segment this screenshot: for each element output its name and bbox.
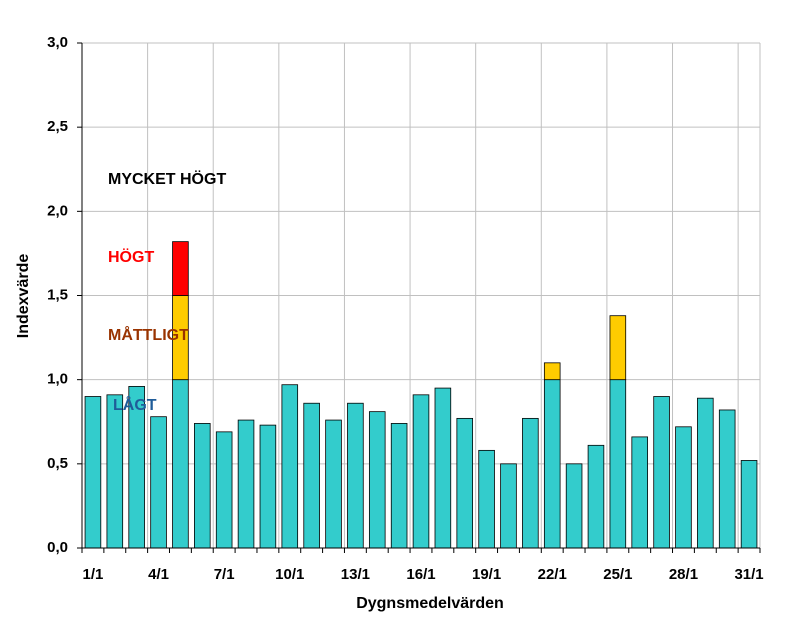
x-axis-label: Dygnsmedelvärden [356, 595, 504, 612]
y-tick-label: 0,0 [47, 539, 68, 556]
bar-segment [478, 449, 495, 549]
bar-segment [675, 426, 692, 549]
y-tick-label: 1,0 [47, 371, 68, 388]
bar-segment [215, 431, 233, 549]
annotation: HÖGT [108, 247, 154, 266]
bar-segment [194, 423, 211, 549]
bar-segment [456, 417, 474, 549]
bar-segment [237, 419, 255, 549]
x-tick-label: 16/1 [406, 566, 435, 583]
x-tick-label: 10/1 [275, 566, 304, 583]
bar-segment [522, 417, 539, 549]
bar-segment [543, 379, 561, 549]
bar-segment [609, 315, 627, 381]
bar-segment [718, 409, 736, 549]
bar-segment [740, 460, 758, 549]
bar-segment [587, 444, 605, 549]
y-tick-label: 2,0 [47, 202, 68, 219]
x-tick-label: 28/1 [669, 566, 698, 583]
annotation: LÅGT [113, 395, 157, 414]
bar-segment [172, 379, 189, 549]
bar-segment [653, 396, 670, 549]
bar-segment [347, 402, 364, 549]
x-tick-label: 25/1 [603, 566, 632, 583]
bar-segment [106, 394, 124, 549]
bar-segment [565, 463, 583, 549]
x-tick-label: 4/1 [148, 566, 169, 583]
bar-segment [259, 424, 277, 549]
y-tick-label: 3,0 [47, 34, 68, 51]
x-tick-label: 7/1 [214, 566, 235, 583]
bar-segment [84, 396, 102, 549]
bar-segment [150, 416, 167, 549]
bar-segment [172, 241, 189, 296]
bar-segment [500, 463, 517, 549]
y-tick-label: 2,5 [47, 118, 68, 135]
annotation: MÅTTLIGT [108, 325, 189, 344]
bar-segment [390, 423, 408, 549]
bar-segment [697, 397, 714, 549]
bar-segment [434, 387, 452, 549]
bar-segment [609, 379, 627, 549]
x-tick-label: 22/1 [538, 566, 567, 583]
bar-segment [325, 419, 342, 549]
x-tick-label: 13/1 [341, 566, 370, 583]
y-tick-label: 1,5 [47, 286, 68, 303]
bar-segment [303, 402, 320, 549]
x-tick-label: 1/1 [83, 566, 104, 583]
y-axis-label: Indexvärde [15, 254, 32, 339]
bar-segment [543, 362, 561, 381]
bar-segment [631, 436, 648, 549]
x-tick-label: 31/1 [734, 566, 763, 583]
bar-segment [368, 411, 386, 549]
bar-segment [412, 394, 430, 549]
x-tick-label: 19/1 [472, 566, 501, 583]
y-tick-label: 0,5 [47, 455, 68, 472]
bar-segment [281, 384, 299, 549]
annotation: MYCKET HÖGT [108, 169, 226, 188]
